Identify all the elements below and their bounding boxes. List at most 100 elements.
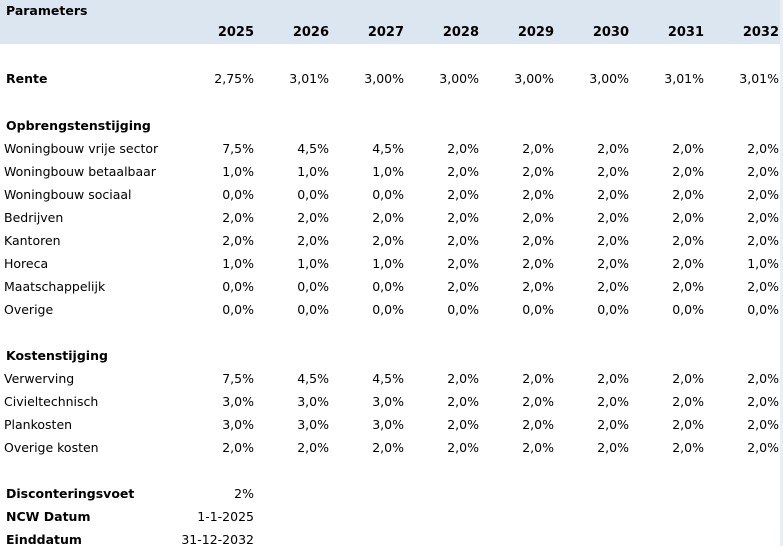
scroll-edge [780, 0, 783, 546]
value-cell: 2,0% [597, 417, 629, 432]
value-cell: 2,0% [672, 164, 704, 179]
value-cell: 3,0% [222, 394, 254, 409]
footer-label: Disconteringsvoet [6, 486, 135, 501]
value-cell: 2,0% [672, 279, 704, 294]
table-row: Overige 0,0% 0,0% 0,0% 0,0% 0,0% 0,0% 0,0% 0,0% [0, 298, 783, 321]
year-header-2029: 2029 [517, 25, 554, 40]
value-cell: 3,00% [589, 71, 629, 86]
value-cell: 2,0% [447, 371, 479, 386]
row-label: Horeca [4, 256, 49, 271]
value-cell: 3,0% [222, 417, 254, 432]
value-cell: 0,0% [297, 187, 329, 202]
footer-value: 1-1-2025 [197, 509, 254, 524]
table-row: Kantoren 2,0% 2,0% 2,0% 2,0% 2,0% 2,0% 2,0% 2,0% [0, 229, 783, 252]
value-cell: 2,0% [522, 417, 554, 432]
value-cell: 2,0% [447, 440, 479, 455]
value-cell: 3,00% [514, 71, 554, 86]
value-cell: 2,0% [297, 440, 329, 455]
value-cell: 2,0% [597, 371, 629, 386]
footer-label: NCW Datum [6, 509, 91, 524]
value-cell: 2,0% [672, 256, 704, 271]
value-cell: 2,0% [522, 187, 554, 202]
value-cell: 7,5% [222, 371, 254, 386]
value-cell: 2,0% [372, 233, 404, 248]
value-cell: 3,00% [364, 71, 404, 86]
value-cell: 0,0% [297, 279, 329, 294]
value-cell: 0,0% [597, 302, 629, 317]
year-header-row: 2025 2026 2027 2028 2029 2030 2031 2032 [0, 21, 783, 44]
row-label: Kantoren [4, 233, 61, 248]
value-cell: 0,0% [672, 302, 704, 317]
value-cell: 2,0% [447, 233, 479, 248]
year-header-2032: 2032 [742, 25, 779, 40]
table-row: Woningbouw sociaal 0,0% 0,0% 0,0% 2,0% 2,0% 2,… [0, 183, 783, 206]
value-cell: 2,0% [597, 279, 629, 294]
value-cell: 2,0% [597, 256, 629, 271]
value-cell: 2,0% [747, 187, 779, 202]
row-label: Woningbouw sociaal [4, 187, 132, 202]
footer-row: Disconteringsvoet 2% [0, 482, 783, 505]
row-label: Woningbouw vrije sector [4, 141, 159, 156]
opbrengst-heading-row: Opbrengstenstijging [0, 114, 783, 137]
value-cell: 2,0% [747, 210, 779, 225]
section-heading-opbrengst: Opbrengstenstijging [6, 118, 151, 133]
value-cell: 2,0% [597, 141, 629, 156]
value-cell: 2,0% [747, 279, 779, 294]
value-cell: 2,0% [447, 187, 479, 202]
value-cell: 2,0% [297, 210, 329, 225]
value-cell: 3,01% [664, 71, 704, 86]
value-cell: 0,0% [747, 302, 779, 317]
footer-label: Einddatum [6, 532, 82, 547]
table-row: Plankosten 3,0% 3,0% 3,0% 2,0% 2,0% 2,0% 2,0% 2,… [0, 413, 783, 436]
value-cell: 2,0% [222, 233, 254, 248]
value-cell: 2,0% [672, 210, 704, 225]
row-label: Woningbouw betaalbaar [4, 164, 156, 179]
value-cell: 2,0% [747, 233, 779, 248]
value-cell: 0,0% [372, 302, 404, 317]
value-cell: 1,0% [222, 164, 254, 179]
value-cell: 2,0% [522, 279, 554, 294]
table-row: Woningbouw betaalbaar 1,0% 1,0% 1,0% 2,0% 2,0… [0, 160, 783, 183]
value-cell: 2,0% [747, 440, 779, 455]
value-cell: 2,0% [672, 417, 704, 432]
value-cell: 4,5% [372, 141, 404, 156]
value-cell: 2,0% [672, 141, 704, 156]
value-cell: 2,0% [522, 440, 554, 455]
value-cell: 2,0% [522, 233, 554, 248]
value-cell: 2,0% [447, 164, 479, 179]
value-cell: 2,0% [522, 164, 554, 179]
value-cell: 2,0% [597, 164, 629, 179]
value-cell: 0,0% [222, 187, 254, 202]
sheet-title: Parameters [6, 3, 88, 18]
value-cell: 1,0% [297, 256, 329, 271]
year-header-2030: 2030 [592, 25, 629, 40]
value-cell: 2,0% [747, 417, 779, 432]
header-band [0, 0, 783, 44]
value-cell: 2,0% [297, 233, 329, 248]
value-cell: 1,0% [372, 256, 404, 271]
value-cell: 2,0% [222, 210, 254, 225]
table-row: Maatschappelijk 0,0% 0,0% 0,0% 2,0% 2,0% 2,0% 2… [0, 275, 783, 298]
year-header-2026: 2026 [292, 25, 329, 40]
value-cell: 2,0% [222, 440, 254, 455]
value-cell: 2,0% [372, 210, 404, 225]
row-label: Overige kosten [4, 440, 99, 455]
footer-row: NCW Datum 1-1-2025 [0, 505, 783, 528]
value-cell: 2,0% [672, 394, 704, 409]
value-cell: 2,0% [672, 371, 704, 386]
value-cell: 1,0% [372, 164, 404, 179]
value-cell: 2,0% [522, 210, 554, 225]
table-row: Civieltechnisch 3,0% 3,0% 3,0% 2,0% 2,0% 2,0% 2… [0, 390, 783, 413]
value-cell: 3,0% [372, 394, 404, 409]
value-cell: 2,0% [747, 394, 779, 409]
value-cell: 2,0% [522, 256, 554, 271]
value-cell: 0,0% [372, 187, 404, 202]
value-cell: 4,5% [297, 371, 329, 386]
value-cell: 1,0% [297, 164, 329, 179]
value-cell: 3,01% [739, 71, 779, 86]
value-cell: 2,0% [522, 394, 554, 409]
value-cell: 0,0% [297, 302, 329, 317]
value-cell: 2,0% [747, 371, 779, 386]
value-cell: 2,0% [597, 233, 629, 248]
